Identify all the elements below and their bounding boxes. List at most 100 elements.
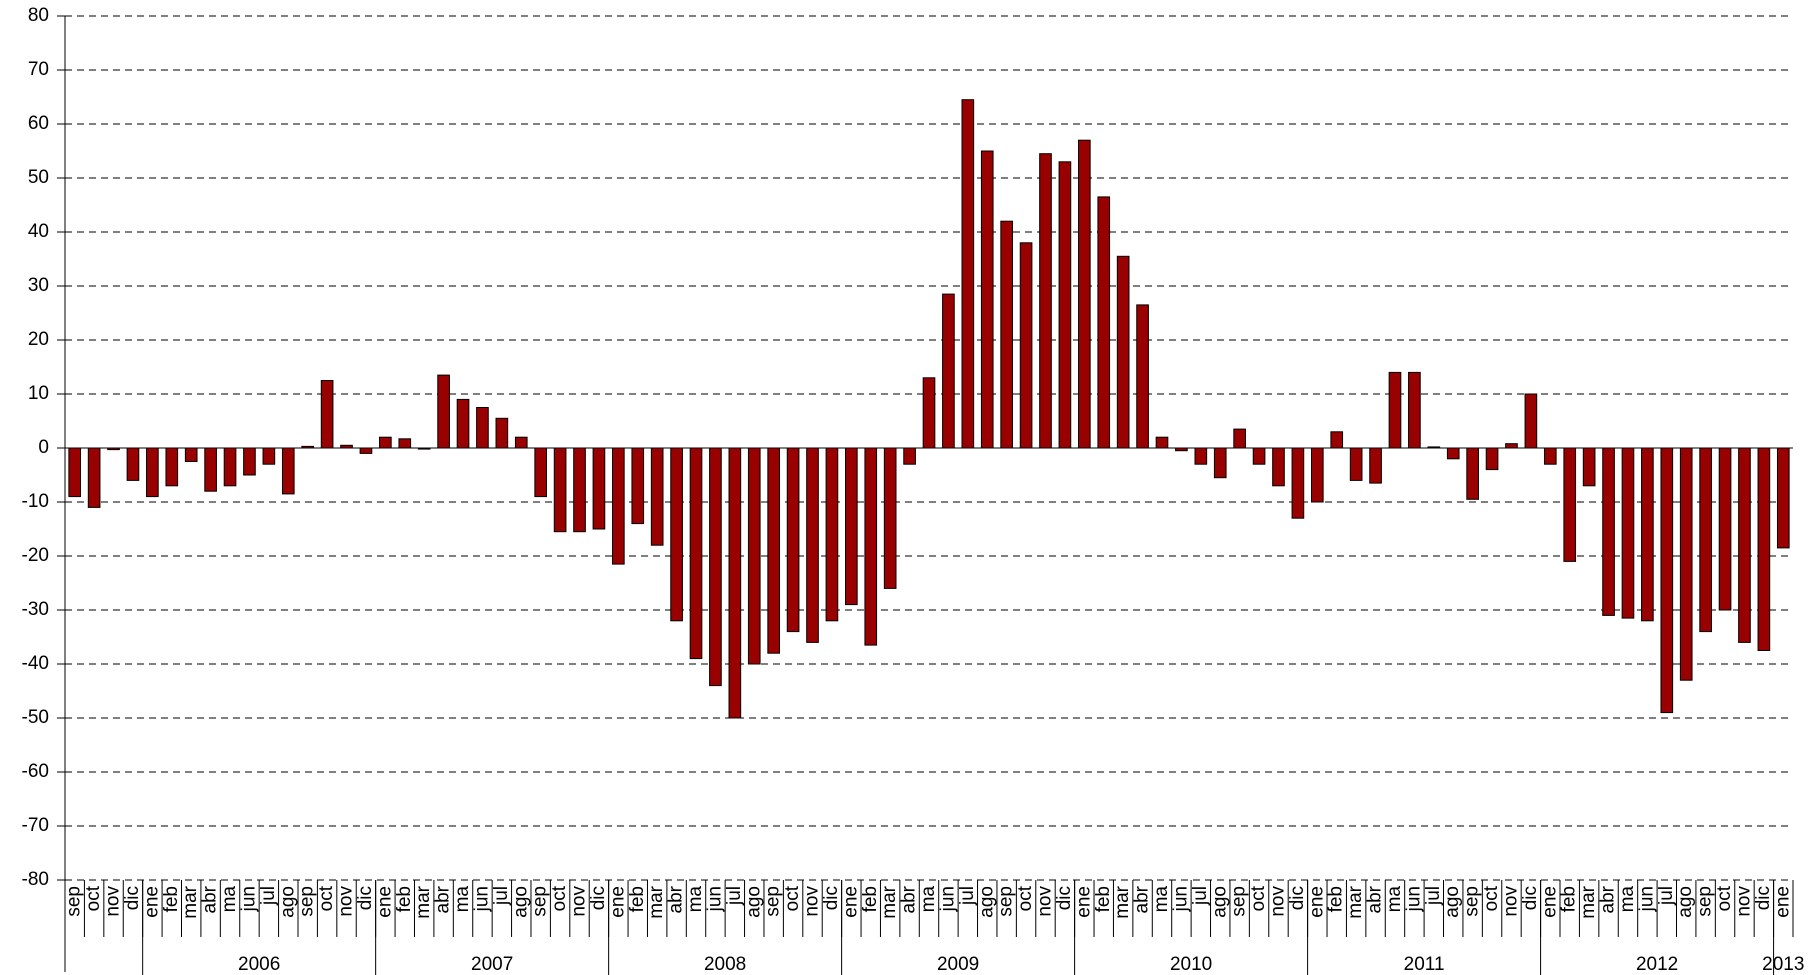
x-tick-label: dic	[1753, 886, 1774, 910]
x-tick-label: jun	[471, 886, 492, 912]
bar	[825, 447, 839, 622]
bar	[728, 447, 742, 719]
x-tick-label: ene	[1306, 886, 1327, 918]
x-tick-label: oct	[1015, 885, 1036, 911]
x-tick-label: jul	[1423, 886, 1444, 906]
bar	[1369, 447, 1382, 484]
x-tick-label: sep	[1462, 886, 1483, 917]
bar	[1233, 428, 1246, 449]
x-tick-label: ma	[1384, 886, 1405, 913]
x-tick-label: dic	[588, 886, 609, 910]
x-tick-label: nov	[103, 886, 124, 917]
x-tick-label: abr	[899, 885, 920, 913]
x-tick-label: nov	[1733, 886, 1754, 917]
bar	[709, 447, 722, 687]
bar	[786, 447, 800, 633]
bar	[1291, 447, 1305, 519]
bar	[1310, 447, 1324, 503]
bar	[1349, 447, 1363, 481]
bar	[107, 447, 120, 451]
bar	[398, 438, 412, 449]
y-tick-label: -80	[22, 869, 49, 890]
y-tick-label: -10	[22, 491, 49, 512]
x-tick-label: nov	[1035, 886, 1056, 917]
x-tick-label: ma	[1151, 886, 1172, 913]
bar	[495, 417, 509, 449]
bar	[87, 447, 101, 508]
bar	[1563, 447, 1577, 562]
bar	[1019, 242, 1033, 449]
x-tick-label: jul	[491, 886, 512, 906]
year-label: 2009	[937, 954, 979, 975]
bar	[1466, 447, 1479, 500]
bar	[922, 377, 936, 449]
x-tick-label: oct	[1481, 885, 1502, 911]
bar	[146, 447, 159, 498]
x-tick-label: oct	[782, 885, 803, 911]
bar	[845, 447, 858, 606]
bar	[1485, 447, 1499, 471]
bar	[1660, 447, 1674, 714]
x-tick-label: sep	[1229, 886, 1250, 917]
bar	[650, 447, 664, 546]
bar	[1388, 371, 1402, 449]
bar	[864, 447, 878, 646]
bar	[767, 447, 780, 654]
x-tick-label: nov	[1267, 886, 1288, 917]
bar	[534, 447, 548, 498]
y-tick-label: 0	[38, 437, 49, 458]
bar	[806, 447, 819, 643]
x-tick-label: ago	[1209, 886, 1230, 918]
x-tick-label: ago	[976, 886, 997, 918]
x-tick-label: jul	[258, 886, 279, 906]
x-tick-label: ago	[1442, 886, 1463, 918]
bar	[747, 447, 761, 665]
bar	[204, 447, 217, 492]
x-tick-label: ma	[918, 886, 939, 913]
bar	[126, 447, 140, 481]
x-tick-label: ene	[1073, 886, 1094, 918]
bar	[961, 99, 975, 449]
x-tick-label: mar	[1578, 885, 1599, 918]
bar	[301, 445, 315, 449]
x-tick-label: sep	[996, 886, 1017, 917]
year-label: 2012	[1636, 954, 1678, 975]
x-tick-label: oct	[83, 885, 104, 911]
x-tick-label: jun	[704, 886, 725, 912]
y-tick-label: 20	[28, 329, 49, 350]
x-tick-label: mar	[1112, 885, 1133, 918]
y-tick-label: -20	[22, 545, 49, 566]
x-tick-label: ene	[1539, 886, 1560, 918]
bar	[223, 447, 237, 487]
bar	[553, 447, 567, 533]
bar	[1272, 447, 1285, 487]
x-tick-label: feb	[1093, 886, 1114, 912]
bar	[689, 447, 703, 660]
year-label: 2011	[1404, 954, 1445, 975]
x-tick-label: feb	[161, 886, 182, 912]
x-tick-label: ma	[1617, 886, 1638, 913]
x-tick-label: abr	[666, 885, 687, 913]
x-tick-label: abr	[1365, 885, 1386, 913]
bar	[1757, 447, 1771, 651]
x-tick-label: abr	[1132, 885, 1153, 913]
x-tick-label: ma	[685, 886, 706, 913]
x-tick-label: jul	[1190, 886, 1211, 906]
year-label: 2006	[238, 954, 280, 975]
y-tick-label: 10	[28, 383, 49, 404]
bar	[1699, 447, 1712, 633]
y-tick-label: 60	[28, 113, 49, 134]
x-tick-label: mar	[879, 885, 900, 918]
bar	[1116, 255, 1130, 449]
bar	[476, 407, 489, 449]
x-tick-label: oct	[549, 885, 570, 911]
year-label: 2013	[1762, 954, 1804, 975]
x-tick-label: jul	[724, 886, 745, 906]
bar	[980, 150, 994, 449]
x-tick-label: jun	[937, 886, 958, 912]
bar	[1679, 447, 1693, 681]
bar	[1213, 447, 1227, 479]
x-tick-label: ene	[141, 886, 162, 918]
x-tick-label: oct	[316, 885, 337, 911]
